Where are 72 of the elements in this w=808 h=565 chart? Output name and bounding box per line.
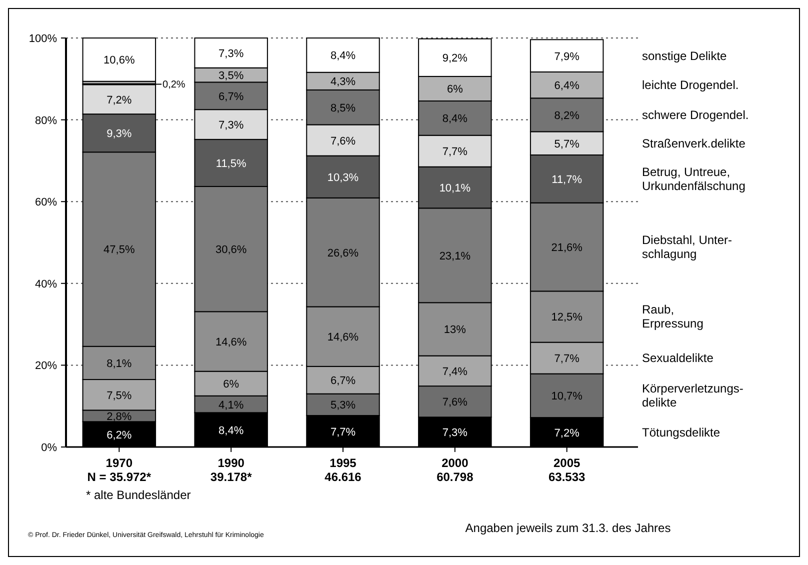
text: sonstige Delikte — [642, 48, 728, 63]
data-label: 14,6% — [327, 332, 359, 344]
data-label: 8,1% — [106, 358, 132, 370]
y-tick-label: 40% — [34, 278, 58, 290]
data-label: 7,7% — [330, 426, 356, 438]
data-label: 7,7% — [442, 146, 468, 158]
data-label: 8,4% — [442, 113, 468, 126]
data-label: 3,5% — [218, 70, 244, 82]
data-label: 11,5% — [216, 158, 246, 170]
text: * alte Bundesländer — [86, 488, 191, 502]
data-label: 8,4% — [218, 424, 244, 437]
data-label: 6,7% — [218, 90, 244, 103]
y-tick-label: 100% — [28, 33, 58, 45]
text: Körperverletzungs- delikte — [642, 382, 744, 410]
data-label: 9,2% — [442, 52, 468, 65]
y-tick-label: 0% — [41, 442, 58, 454]
data-label: 13% — [444, 324, 466, 336]
data-label: 5,3% — [330, 400, 356, 412]
text: schwere Drogendel. — [642, 108, 749, 122]
data-label: 30,6% — [215, 244, 247, 256]
data-label: 5,7% — [554, 138, 580, 150]
data-label: 7,9% — [554, 50, 580, 63]
data-label: 7,2% — [106, 94, 132, 106]
data-label: 6,4% — [554, 80, 580, 92]
data-label: 12,5% — [551, 312, 583, 324]
data-label: 7,3% — [218, 120, 244, 132]
text: leichte Drogendel. — [642, 78, 739, 92]
data-label: 9,3% — [106, 128, 132, 140]
text: Angaben jeweils zum 31.3. des Jahres — [465, 521, 671, 535]
data-label: 6% — [223, 378, 240, 391]
data-label: 4,1% — [218, 399, 244, 412]
data-label: 11,7% — [552, 174, 582, 186]
x-tick-label: 2000 60.798 — [436, 456, 474, 484]
y-tick-label: 20% — [34, 360, 58, 372]
text: Diebstahl, Unter- schlagung — [642, 233, 732, 261]
data-label: 7,6% — [442, 396, 468, 409]
data-label: 14,6% — [215, 336, 247, 348]
data-label: 7,2% — [554, 427, 580, 440]
text: Raub, Erpressung — [642, 302, 704, 331]
data-label: 6,2% — [106, 429, 132, 442]
data-label: 8,4% — [330, 50, 356, 62]
text: Tötungsdelikte — [642, 425, 720, 440]
data-label: 7,5% — [106, 390, 132, 402]
data-label: 10,3% — [327, 172, 359, 184]
data-label: 7,4% — [442, 366, 468, 378]
data-label: 6% — [446, 84, 464, 96]
data-label: 23,1% — [439, 250, 471, 262]
x-tick-label: 1990 39.178* — [210, 456, 252, 484]
data-label: 21,6% — [551, 242, 583, 254]
data-label: 2,8% — [106, 410, 132, 423]
text: Sexualdelikte — [642, 351, 714, 366]
data-label: 7,3% — [442, 427, 468, 440]
x-tick-label: 1995 46.616 — [324, 456, 362, 484]
data-label: 4,3% — [330, 76, 356, 88]
data-label: 47,5% — [104, 244, 135, 256]
data-label: 7,3% — [218, 48, 244, 60]
y-tick-label: 60% — [34, 196, 58, 209]
data-label: 8,2% — [554, 110, 580, 122]
x-tick-label: 1970 N = 35.972* — [87, 456, 152, 484]
data-label: 7,7% — [554, 353, 580, 366]
data-label: 10,6% — [104, 54, 135, 67]
data-label: 8,5% — [330, 102, 356, 114]
data-label: 10,7% — [551, 390, 583, 403]
data-label: 26,6% — [327, 247, 359, 260]
text: Straßenverk.delikte — [642, 136, 746, 150]
y-tick-label: 80% — [34, 114, 58, 127]
data-label: 6,7% — [330, 375, 356, 388]
data-label: 0,2% — [162, 80, 186, 91]
text: Betrug, Untreue, Urkundenfälschung — [642, 164, 746, 193]
x-tick-label: 2005 63.533 — [548, 456, 586, 484]
data-label: 10,1% — [439, 182, 471, 194]
data-label: 7,6% — [330, 135, 356, 148]
